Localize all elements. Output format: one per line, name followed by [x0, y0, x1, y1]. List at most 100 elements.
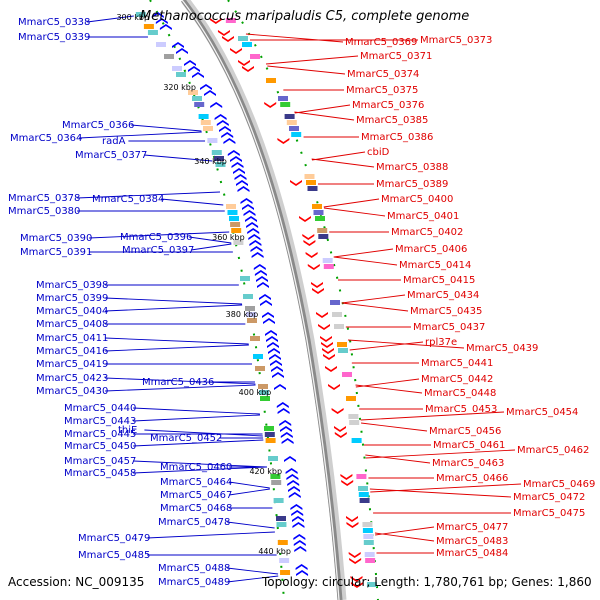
left-gene-label[interactable]: MmarC5_0396: [120, 232, 192, 243]
forward-gene-block: [264, 432, 275, 437]
forward-gene-arrow: [223, 138, 236, 144]
right-gene-label[interactable]: MmarC5_0454: [506, 407, 578, 418]
right-gene-label[interactable]: MmarC5_0375: [346, 85, 418, 96]
left-gene-label[interactable]: MmarC5_0391: [20, 247, 92, 258]
right-gene-label[interactable]: MmarC5_0483: [436, 536, 508, 547]
right-gene-label[interactable]: MmarC5_0374: [347, 69, 419, 80]
right-label-connector: [265, 55, 359, 65]
left-gene-label[interactable]: MmarC5_0397: [122, 245, 194, 256]
tick-label: 300 kbp: [116, 13, 149, 22]
right-gene-label[interactable]: MmarC5_0389: [376, 179, 448, 190]
left-gene-label[interactable]: MmarC5_0378: [8, 193, 80, 204]
right-gene-label[interactable]: MmarC5_0475: [513, 508, 585, 519]
right-gene-label[interactable]: MmarC5_0472: [513, 492, 585, 503]
left-gene-label[interactable]: MmarC5_0430: [36, 386, 108, 397]
right-gene-label[interactable]: MmarC5_0415: [403, 275, 475, 286]
reverse-gene-arrow: [230, 48, 242, 54]
right-gene-label[interactable]: MmarC5_0469: [523, 479, 595, 490]
left-gene-label[interactable]: MmarC5_0390: [20, 233, 92, 244]
right-gene-label[interactable]: MmarC5_0448: [424, 388, 496, 399]
left-gene-label[interactable]: MmarC5_0467: [160, 490, 232, 501]
left-gene-label[interactable]: MmarC5_0338: [18, 17, 90, 28]
right-gene-label[interactable]: MmarC5_0462: [517, 445, 589, 456]
left-gene-label[interactable]: MmarC5_0416: [36, 346, 108, 357]
right-gene-label[interactable]: MmarC5_0463: [432, 458, 504, 469]
left-gene-label[interactable]: MmarC5_0468: [160, 503, 232, 514]
left-gene-label[interactable]: MmarC5_0489: [158, 577, 230, 588]
left-gene-label[interactable]: MmarC5_0419: [36, 359, 108, 370]
forward-gene-arrow: [231, 162, 244, 168]
left-gene-label[interactable]: MmarC5_0339: [18, 32, 90, 43]
forward-gene-arrow: [291, 510, 304, 516]
left-gene-label[interactable]: MmarC5_0398: [36, 280, 108, 291]
forward-gene-block: [135, 12, 146, 17]
right-label-connector: [355, 378, 420, 388]
left-gene-label[interactable]: MmarC5_0423: [36, 373, 108, 384]
right-gene-label[interactable]: MmarC5_0369: [345, 37, 417, 48]
right-gene-label[interactable]: MmarC5_0371: [360, 51, 432, 62]
left-gene-label[interactable]: radA: [102, 136, 126, 147]
right-gene-label[interactable]: MmarC5_0437: [413, 322, 485, 333]
right-gene-label[interactable]: rpl37e: [425, 337, 457, 348]
left-gene-label[interactable]: MmarC5_0488: [158, 563, 230, 574]
left-gene-label[interactable]: MmarC5_0377: [75, 150, 147, 161]
right-gene-label[interactable]: MmarC5_0466: [436, 473, 508, 484]
right-gene-label[interactable]: MmarC5_0373: [420, 35, 492, 46]
left-gene-label[interactable]: thiE: [118, 425, 137, 436]
left-gene-label[interactable]: MmarC5_0450: [64, 441, 136, 452]
left-gene-label[interactable]: MmarC5_0443: [64, 416, 136, 427]
forward-gene-block: [276, 522, 287, 527]
reverse-gene-block: [286, 120, 297, 125]
right-gene-label[interactable]: MmarC5_0442: [421, 374, 493, 385]
left-gene-label[interactable]: MmarC5_0408: [36, 319, 108, 330]
right-gene-label[interactable]: MmarC5_0376: [352, 100, 424, 111]
right-gene-label[interactable]: MmarC5_0414: [399, 260, 471, 271]
left-gene-label[interactable]: MmarC5_0436: [142, 377, 214, 388]
right-gene-label[interactable]: MmarC5_0441: [421, 358, 493, 369]
right-gene-label[interactable]: MmarC5_0385: [356, 115, 428, 126]
right-gene-label[interactable]: MmarC5_0453: [425, 404, 497, 415]
left-gene-label[interactable]: MmarC5_0384: [92, 194, 164, 205]
left-label-connector: [105, 384, 256, 392]
left-gene-label[interactable]: MmarC5_0478: [158, 517, 230, 528]
left-gene-label[interactable]: MmarC5_0366: [62, 120, 134, 131]
right-gene-label[interactable]: MmarC5_0434: [407, 290, 479, 301]
right-gene-label[interactable]: MmarC5_0456: [429, 426, 501, 437]
left-gene-label[interactable]: MmarC5_0485: [78, 550, 150, 561]
left-gene-label[interactable]: MmarC5_0464: [160, 477, 232, 488]
forward-gene-arrow: [248, 234, 261, 240]
right-gene-label[interactable]: cbiD: [367, 147, 390, 158]
left-gene-label[interactable]: MmarC5_0411: [36, 333, 108, 344]
left-gene-label[interactable]: MmarC5_0452: [150, 433, 222, 444]
right-gene-label[interactable]: MmarC5_0386: [361, 132, 433, 143]
forward-gene-arrow: [263, 318, 275, 324]
right-gene-label[interactable]: MmarC5_0402: [391, 227, 463, 238]
left-gene-label[interactable]: MmarC5_0458: [64, 468, 136, 479]
left-gene-label[interactable]: MmarC5_0399: [36, 293, 108, 304]
right-gene-label[interactable]: MmarC5_0435: [410, 306, 482, 317]
reverse-gene-block: [280, 102, 291, 107]
left-gene-label[interactable]: MmarC5_0460: [160, 462, 232, 473]
left-gene-label[interactable]: MmarC5_0457: [64, 456, 136, 467]
forward-gene-arrow: [250, 246, 263, 252]
right-gene-label[interactable]: MmarC5_0439: [466, 343, 538, 354]
left-gene-label[interactable]: MmarC5_0364: [10, 133, 82, 144]
forward-gene-arrow: [233, 168, 245, 174]
left-gene-label[interactable]: MmarC5_0479: [78, 533, 150, 544]
forward-gene-block: [231, 228, 242, 233]
right-gene-label[interactable]: MmarC5_0484: [436, 548, 508, 559]
right-gene-label[interactable]: MmarC5_0461: [433, 440, 505, 451]
right-gene-label[interactable]: MmarC5_0477: [436, 522, 508, 533]
left-gene-label[interactable]: MmarC5_0440: [64, 403, 136, 414]
reverse-gene-arrow: [303, 240, 316, 246]
right-gene-label[interactable]: MmarC5_0406: [395, 244, 467, 255]
right-gene-label[interactable]: MmarC5_0388: [376, 162, 448, 173]
right-gene-label[interactable]: MmarC5_0401: [387, 211, 459, 222]
left-gene-label[interactable]: MmarC5_0380: [8, 206, 80, 217]
left-gene-label[interactable]: MmarC5_0445: [64, 429, 136, 440]
reverse-gene-block: [317, 228, 328, 233]
right-gene-label[interactable]: MmarC5_0400: [381, 194, 453, 205]
left-gene-label[interactable]: MmarC5_0404: [36, 306, 108, 317]
reverse-gene-arrow: [242, 66, 254, 72]
reverse-gene-arrow: [238, 60, 250, 66]
